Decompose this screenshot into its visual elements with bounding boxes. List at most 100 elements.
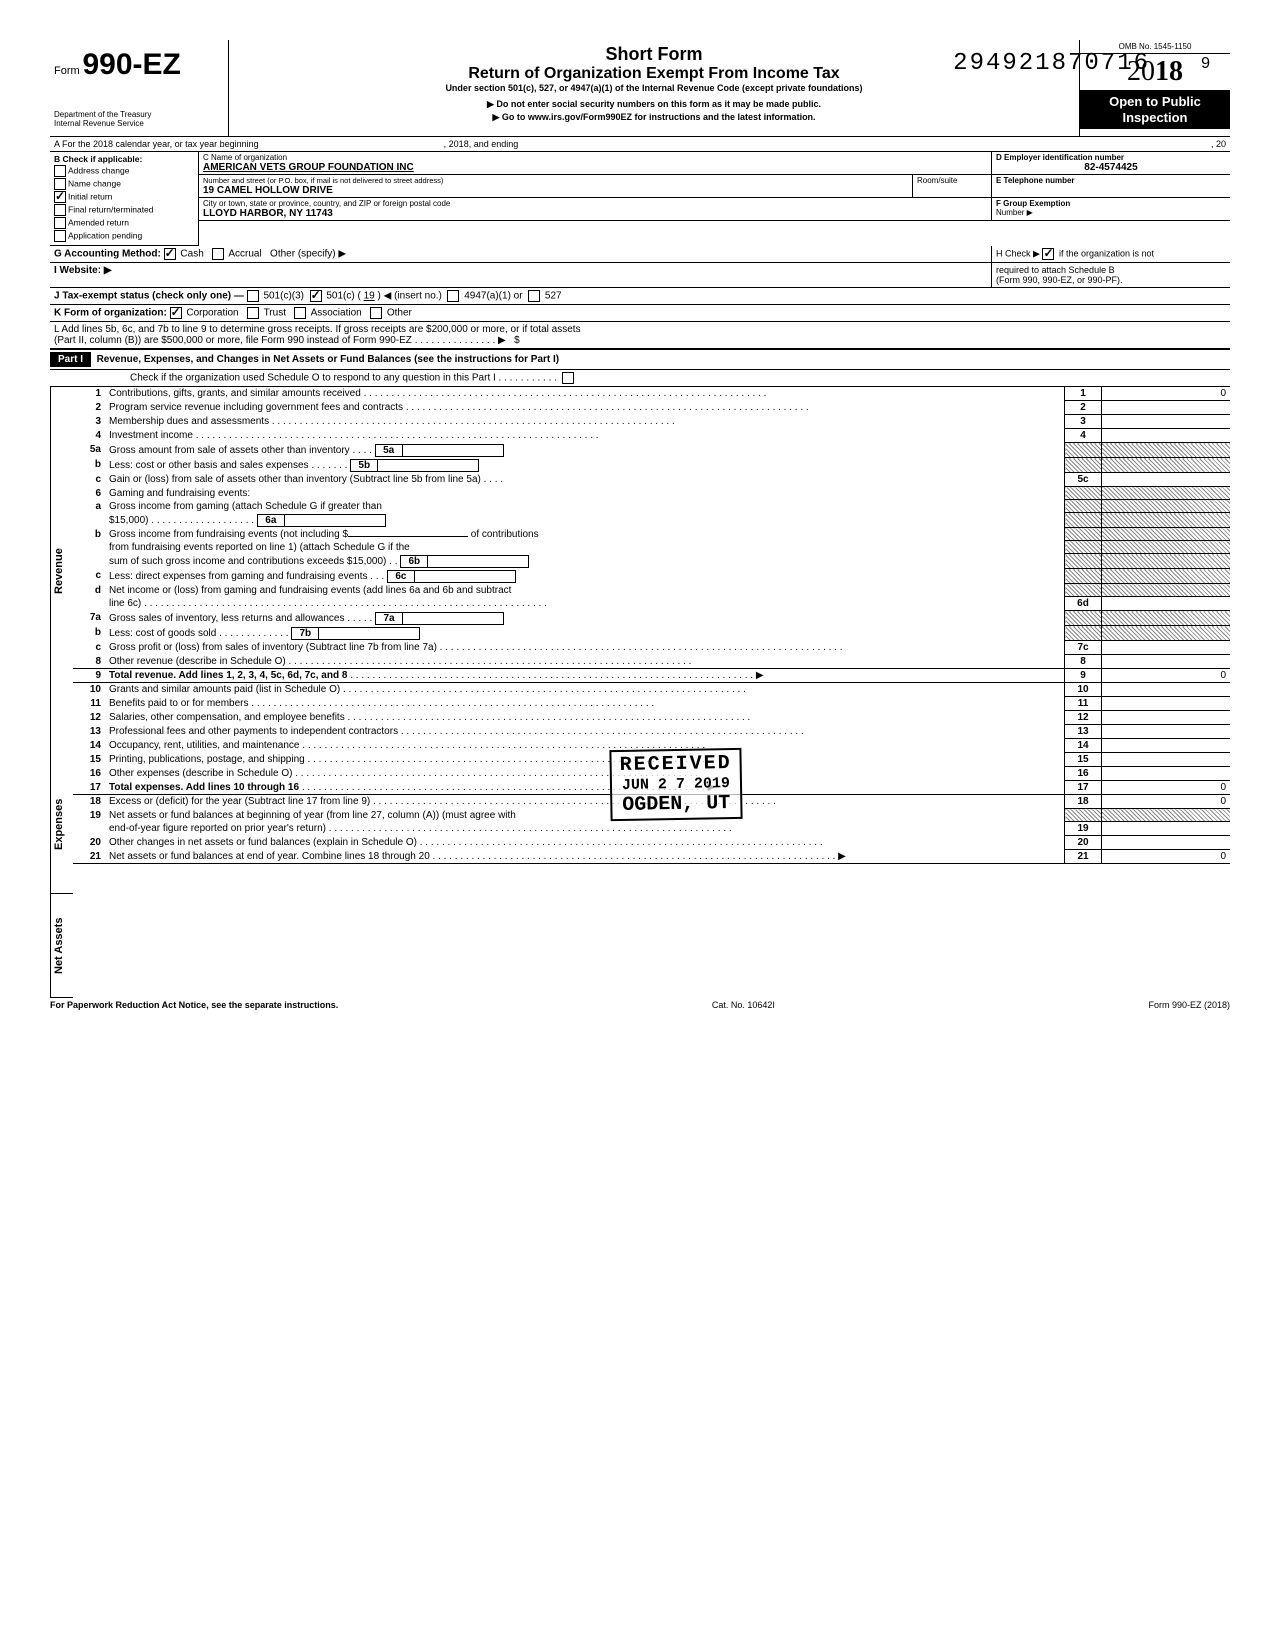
received-stamp: RECEIVED JUN 2 7 2019 OGDEN, UT — [609, 748, 742, 821]
chk-cash[interactable] — [164, 248, 176, 260]
lbl-pending: Application pending — [68, 230, 142, 240]
open-public-1: Open to Public — [1084, 94, 1226, 110]
stamp-received: RECEIVED — [619, 752, 731, 777]
chk-other-org[interactable] — [370, 307, 382, 319]
line-13: Professional fees and other payments to … — [109, 726, 398, 737]
dln-stamp: 294921870716 — [953, 50, 1150, 77]
dept-treasury: Department of the Treasury — [54, 110, 224, 119]
lbl-final: Final return/terminated — [68, 204, 154, 214]
line-19a: Net assets or fund balances at beginning… — [105, 809, 1065, 822]
line-a-mid: , 2018, and ending — [444, 139, 519, 149]
chk-sched-b[interactable] — [1042, 248, 1054, 260]
chk-address[interactable] — [54, 165, 66, 177]
line-3: Membership dues and assessments — [109, 416, 269, 427]
line-6: Gaming and fundraising events: — [105, 487, 1065, 500]
line-20: Other changes in net assets or fund bala… — [109, 837, 417, 848]
line-17: Total expenses. Add lines 10 through 16 — [109, 782, 299, 793]
val-1: 0 — [1102, 387, 1231, 401]
title-main: Return of Organization Exempt From Incom… — [237, 65, 1071, 83]
stamp-location: OGDEN, UT — [620, 792, 732, 817]
footer-mid: Cat. No. 10642I — [712, 1000, 775, 1010]
line-l-1: L Add lines 5b, 6c, and 7b to line 9 to … — [54, 324, 1226, 335]
title-arrow2: ▶ Go to www.irs.gov/Form990EZ for instru… — [237, 112, 1071, 123]
chk-pending[interactable] — [54, 230, 66, 242]
line-6b2: from fundraising events reported on line… — [105, 541, 1065, 554]
chk-527[interactable] — [528, 290, 540, 302]
form-id-box: Form 990-EZ Department of the Treasury I… — [50, 40, 229, 136]
chk-4947[interactable] — [447, 290, 459, 302]
section-revenue-label: Revenue — [50, 387, 73, 755]
line-a: A For the 2018 calendar year, or tax yea… — [50, 137, 1230, 151]
title-arrow1: ▶ Do not enter social security numbers o… — [237, 99, 1071, 110]
chk-501c[interactable] — [310, 290, 322, 302]
chk-initial[interactable] — [54, 191, 66, 203]
line-h: H Check ▶ if the organization is not — [991, 246, 1230, 262]
lbl-cash: Cash — [180, 249, 203, 260]
501c-num: 19 — [364, 291, 375, 302]
title-box: Short Form Return of Organization Exempt… — [229, 40, 1079, 136]
chk-assoc[interactable] — [294, 307, 306, 319]
lbl-accrual: Accrual — [228, 249, 261, 260]
section-netassets-label: Net Assets — [50, 894, 73, 998]
form-prefix: Form — [54, 65, 80, 77]
section-b: B Check if applicable: Address change Na… — [50, 152, 199, 246]
lbl-address: Address change — [68, 165, 129, 175]
footer: For Paperwork Reduction Act Notice, see … — [50, 998, 1230, 1010]
line-6a2: $15,000) — [109, 515, 148, 526]
line-6d1: Net income or (loss) from gaming and fun… — [105, 584, 1065, 597]
line-9: Total revenue. Add lines 1, 2, 3, 4, 5c,… — [109, 670, 347, 681]
part1-header: Part I Revenue, Expenses, and Changes in… — [50, 349, 1230, 370]
section-c-label: C Name of organization — [203, 153, 987, 162]
lbl-trust: Trust — [264, 308, 286, 319]
lbl-other-method: Other (specify) ▶ — [270, 249, 346, 260]
chk-trust[interactable] — [247, 307, 259, 319]
chk-amended[interactable] — [54, 217, 66, 229]
line-8: Other revenue (describe in Schedule O) — [109, 656, 286, 667]
chk-501c3[interactable] — [247, 290, 259, 302]
section-expenses-label: Expenses — [50, 755, 73, 894]
part1-check-line: Check if the organization used Schedule … — [130, 373, 557, 384]
line-6b3: sum of such gross income and contributio… — [109, 556, 386, 567]
lbl-4947: 4947(a)(1) or — [464, 291, 522, 302]
lbl-initial: Initial return — [68, 191, 112, 201]
open-public-2: Inspection — [1084, 110, 1226, 126]
val-17: 0 — [1102, 781, 1231, 795]
chk-corp[interactable] — [170, 307, 182, 319]
line-16: Other expenses (describe in Schedule O) — [109, 768, 292, 779]
line-5a: Gross amount from sale of assets other t… — [109, 445, 350, 456]
part1-title: Revenue, Expenses, and Changes in Net As… — [97, 354, 560, 365]
line-6a1: Gross income from gaming (attach Schedul… — [109, 501, 382, 512]
line-a-right: , 20 — [1211, 139, 1226, 149]
chk-accrual[interactable] — [212, 248, 224, 260]
form-number: 990-EZ — [82, 48, 180, 81]
lbl-other-org: Other — [387, 308, 412, 319]
section-f-label: F Group Exemption — [996, 199, 1070, 208]
chk-sched-o[interactable] — [562, 372, 574, 384]
line-7b: Less: cost of goods sold — [109, 628, 216, 639]
lbl-501c3: 501(c)(3) — [263, 291, 304, 302]
line-14: Occupancy, rent, utilities, and maintena… — [109, 740, 299, 751]
line-j: J Tax-exempt status (check only one) — 5… — [50, 288, 1230, 304]
line-7c: Gross profit or (loss) from sales of inv… — [109, 642, 437, 653]
line-l-2: (Part II, column (B)) are $500,000 or mo… — [54, 335, 506, 346]
section-e-label: E Telephone number — [996, 176, 1226, 185]
line-k: K Form of organization: Corporation Trus… — [50, 305, 1230, 321]
addr-label: Number and street (or P.O. box, if mail … — [203, 176, 908, 185]
lbl-amended: Amended return — [68, 217, 129, 227]
line-21: Net assets or fund balances at end of ye… — [109, 851, 430, 862]
stamp-date: JUN 2 7 2019 — [620, 775, 732, 794]
line-j-label: J Tax-exempt status (check only one) — — [54, 291, 244, 302]
section-f-label2: Number ▶ — [996, 208, 1033, 217]
line-12: Salaries, other compensation, and employ… — [109, 712, 345, 723]
line-4: Investment income — [109, 430, 193, 441]
line-h-3: required to attach Schedule B — [996, 265, 1226, 275]
section-d-label: D Employer identification number — [996, 153, 1226, 162]
lbl-527: 527 — [545, 291, 562, 302]
room-suite: Room/suite — [912, 175, 991, 197]
lbl-501c: 501(c) ( — [326, 291, 360, 302]
title-short: Short Form — [237, 44, 1071, 65]
footer-right: Form 990-EZ (2018) — [1148, 1000, 1230, 1010]
title-sub: Under section 501(c), 527, or 4947(a)(1)… — [237, 83, 1071, 93]
chk-final[interactable] — [54, 204, 66, 216]
line-15: Printing, publications, postage, and shi… — [109, 754, 305, 765]
